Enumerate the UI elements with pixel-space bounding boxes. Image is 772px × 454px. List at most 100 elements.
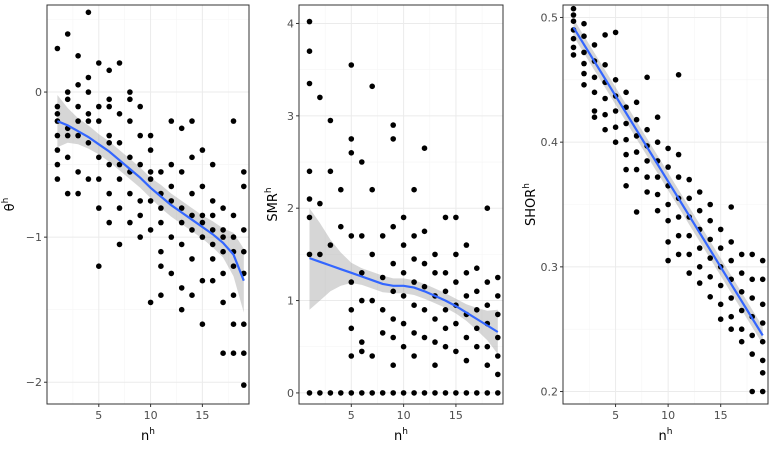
data-point — [484, 362, 491, 369]
data-point — [64, 154, 71, 161]
y-tick-label: 1 — [287, 295, 294, 308]
data-point — [432, 390, 438, 396]
data-point — [106, 67, 112, 74]
data-point — [96, 263, 102, 270]
data-point — [570, 35, 577, 42]
data-point — [106, 219, 112, 226]
y-tick-label: −1 — [26, 231, 42, 244]
data-point — [127, 219, 133, 226]
data-point — [220, 234, 226, 240]
data-point — [127, 118, 133, 124]
data-point — [675, 72, 682, 78]
data-point — [759, 357, 766, 364]
data-point — [369, 186, 376, 193]
data-point — [411, 256, 417, 262]
data-point — [411, 302, 417, 309]
data-point — [369, 297, 376, 304]
data-point — [623, 136, 629, 143]
data-point — [411, 279, 417, 285]
data-point — [230, 212, 237, 219]
data-point — [728, 204, 734, 210]
smooth-line — [572, 26, 764, 336]
data-point — [64, 132, 71, 139]
data-point — [759, 370, 766, 376]
data-point — [158, 219, 164, 226]
data-point — [178, 306, 185, 313]
data-point — [484, 279, 491, 285]
data-point — [623, 104, 629, 110]
plot-background — [299, 5, 503, 404]
data-point — [147, 147, 154, 153]
data-point — [591, 42, 598, 48]
data-point — [199, 321, 206, 328]
data-point — [199, 234, 206, 240]
data-point — [85, 9, 92, 16]
data-point — [348, 307, 355, 313]
x-tick-label: 10 — [144, 409, 158, 422]
data-point — [581, 33, 587, 39]
data-point — [96, 103, 102, 110]
data-point — [178, 205, 185, 211]
data-point — [147, 132, 154, 139]
data-point — [390, 362, 397, 369]
data-point — [168, 118, 175, 124]
data-point — [400, 343, 407, 350]
data-point — [570, 12, 577, 18]
data-point — [591, 74, 598, 81]
data-point — [189, 212, 195, 219]
data-point — [421, 307, 428, 313]
data-point — [623, 89, 629, 96]
data-point — [209, 227, 216, 233]
data-point — [116, 241, 123, 248]
data-point — [168, 161, 175, 168]
data-point — [220, 227, 226, 233]
data-point — [707, 255, 713, 261]
data-point — [199, 183, 206, 190]
data-point — [178, 125, 185, 132]
data-point — [463, 334, 470, 341]
data-point — [348, 390, 355, 396]
data-point — [474, 390, 480, 396]
data-point — [474, 307, 480, 313]
data-point — [442, 390, 449, 396]
x-tick-label: 15 — [714, 409, 728, 422]
data-point — [707, 201, 713, 208]
data-point — [400, 390, 407, 396]
data-point — [390, 122, 397, 128]
data-point — [209, 212, 216, 219]
data-point — [474, 265, 480, 272]
data-point — [85, 118, 92, 124]
data-point — [707, 217, 713, 224]
data-point — [696, 207, 703, 214]
x-axis-title: nh — [659, 427, 673, 444]
x-tick-label: 10 — [397, 409, 411, 422]
data-point — [85, 176, 92, 182]
data-point — [359, 339, 365, 345]
data-point — [665, 239, 671, 245]
data-point — [728, 257, 734, 264]
data-point — [738, 270, 745, 276]
data-point — [317, 94, 323, 101]
data-point — [654, 114, 661, 120]
x-tick-label: 15 — [195, 409, 209, 422]
data-point — [633, 209, 640, 215]
data-point — [453, 279, 459, 285]
data-point — [348, 353, 355, 359]
data-point — [633, 99, 640, 106]
data-point — [209, 277, 216, 284]
data-point — [209, 256, 216, 262]
data-point — [390, 334, 397, 341]
data-point — [209, 241, 216, 248]
data-point — [96, 60, 102, 66]
y-tick-label: 0.4 — [541, 136, 559, 149]
data-point — [442, 270, 449, 276]
data-point — [306, 48, 313, 54]
data-point — [64, 89, 71, 95]
data-point — [241, 248, 247, 255]
data-point — [390, 136, 397, 142]
data-point — [178, 169, 185, 175]
data-point — [158, 205, 164, 211]
plot-background — [47, 5, 249, 404]
data-point — [581, 20, 587, 27]
data-point — [749, 332, 755, 339]
